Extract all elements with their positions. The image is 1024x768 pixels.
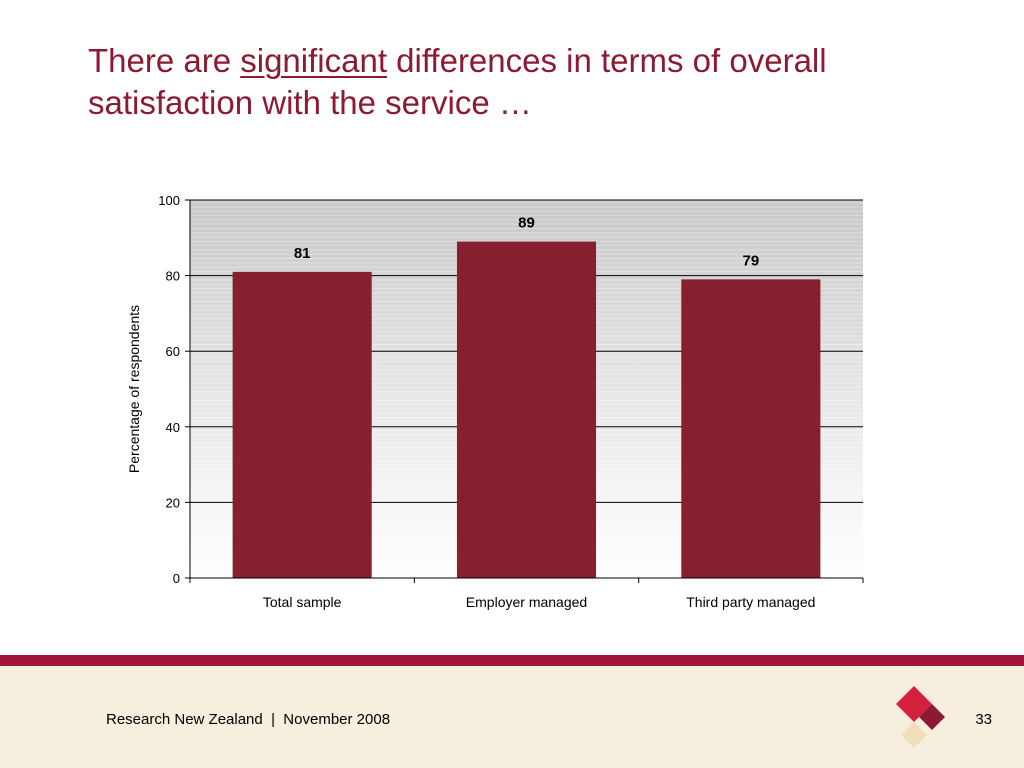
y-tick-label: 100 [158, 193, 180, 208]
title-emphasis: significant [240, 42, 387, 79]
logo-diamond-bottom [901, 722, 927, 748]
bar [681, 279, 821, 578]
x-category-label: Total sample [263, 594, 342, 610]
y-axis-title: Percentage of respondents [126, 305, 142, 473]
title-text-end: differences in terms of overall satisfac… [88, 42, 827, 121]
data-label: 89 [518, 215, 535, 232]
y-tick-label: 0 [173, 571, 180, 586]
y-tick-label: 60 [166, 344, 180, 359]
data-label: 79 [742, 252, 759, 269]
bar-chart: Percentage of respondents 0 20 40 60 80 100 8… [126, 193, 864, 610]
bar [456, 241, 597, 578]
slide-title: There are significant differences in ter… [88, 40, 968, 124]
title-text-start: There are [88, 42, 241, 79]
logo-diamond-right [919, 704, 945, 730]
company-logo [896, 686, 945, 748]
bar [232, 271, 372, 578]
y-tick-label: 80 [166, 269, 180, 284]
footer-bar [0, 655, 1024, 666]
footer-text: Research New Zealand | November 2008 [106, 711, 391, 728]
footer-band [0, 666, 1024, 768]
y-tick-label: 40 [166, 420, 180, 435]
data-label: 81 [294, 245, 311, 262]
page-number: 33 [975, 711, 992, 728]
x-category-label: Third party managed [686, 594, 815, 610]
x-category-label: Employer managed [466, 594, 587, 610]
y-tick-label: 20 [166, 495, 180, 510]
